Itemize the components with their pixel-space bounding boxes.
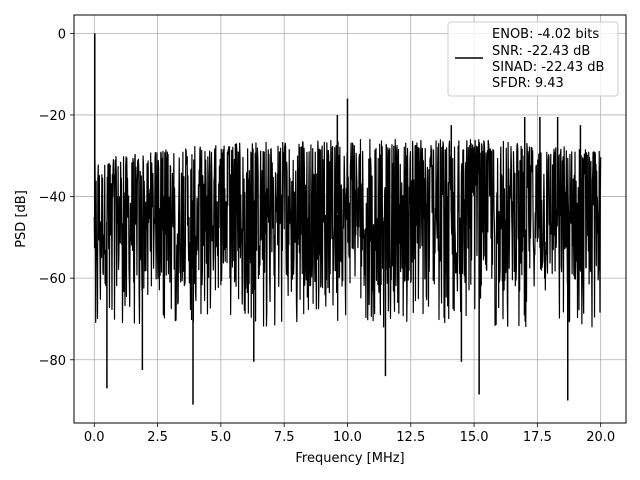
legend-line-1: ENOB: -4.02 bits xyxy=(492,27,599,42)
legend-box xyxy=(447,21,619,97)
x-axis-label: Frequency [MHz] xyxy=(295,451,404,466)
y-tick-label: −80 xyxy=(39,354,66,369)
y-tick-label: −40 xyxy=(39,191,66,206)
x-tick-label: 10.0 xyxy=(333,430,362,445)
x-tick-label: 7.5 xyxy=(274,430,295,445)
legend-line-4: SFDR: 9.43 xyxy=(492,76,564,91)
x-tick-label: 15.0 xyxy=(460,430,489,445)
y-tick-label: −20 xyxy=(39,109,66,124)
x-tick-label: 5.0 xyxy=(211,430,232,445)
x-tick-label: 20.0 xyxy=(586,430,615,445)
y-tick-label: 0 xyxy=(58,27,66,42)
x-tick-label: 17.5 xyxy=(523,430,552,445)
x-tick-label: 12.5 xyxy=(396,430,425,445)
y-tick-label: −60 xyxy=(39,272,66,287)
legend-line-3: SINAD: -22.43 dB xyxy=(492,60,604,75)
legend: ENOB: -4.02 bits SNR: -22.43 dB SINAD: -… xyxy=(447,21,619,97)
x-tick-label: 2.5 xyxy=(147,430,168,445)
y-axis-label: PSD [dB] xyxy=(14,190,29,248)
plot-frame xyxy=(73,14,627,424)
x-tick-label: 0.0 xyxy=(84,430,105,445)
psd-series xyxy=(93,33,602,405)
axis-ticks: 0.0 2.5 5.0 7.5 10.0 12.5 15.0 17.5 20.0 0 −20 −40 −… xyxy=(39,27,616,445)
legend-line-2: SNR: -22.43 dB xyxy=(492,44,590,59)
